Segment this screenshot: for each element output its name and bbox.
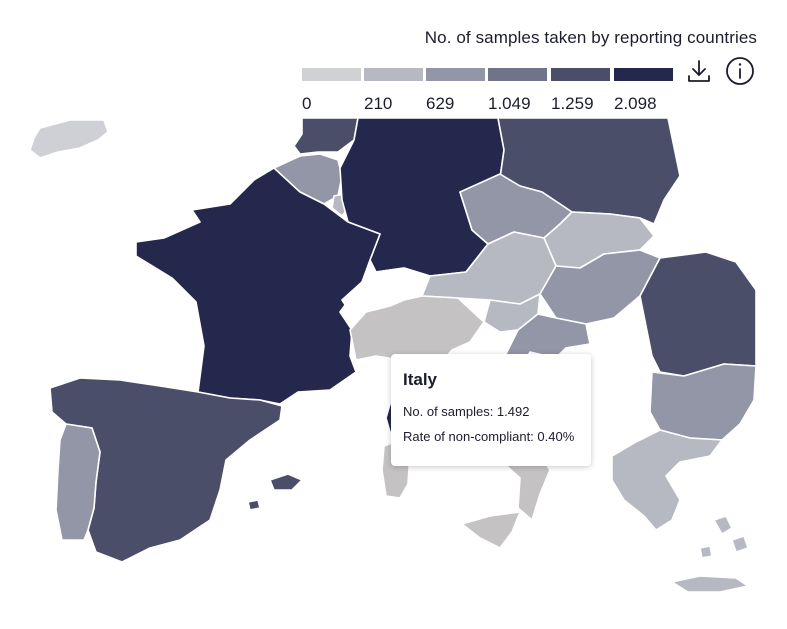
- legend-label-4: 1.049: [488, 94, 531, 113]
- legend-swatch-3[interactable]: [426, 68, 485, 81]
- islands-aegean[interactable]: [699, 515, 749, 559]
- country-romania[interactable]: [639, 251, 757, 377]
- legend-label-6: 2.098: [614, 94, 657, 113]
- legend-swatch-6[interactable]: [614, 68, 673, 81]
- tooltip-rate: Rate of non-compliant: 0.40%: [403, 429, 575, 444]
- island-crete[interactable]: [671, 575, 749, 593]
- legend-label-5: 1.259: [551, 94, 594, 113]
- legend-swatch-4[interactable]: [488, 68, 547, 81]
- legend-title: No. of samples taken by reporting countr…: [424, 28, 757, 47]
- country-france[interactable]: [135, 167, 381, 405]
- legend-swatch-1[interactable]: [302, 68, 361, 81]
- download-icon[interactable]: [684, 56, 714, 86]
- island-sicily[interactable]: [461, 511, 521, 549]
- tooltip-country-name: Italy: [403, 370, 438, 389]
- tooltip-samples: No. of samples: 1.492: [403, 404, 530, 419]
- country-greece[interactable]: [611, 429, 723, 531]
- legend-swatch-2[interactable]: [364, 68, 423, 81]
- country-netherlands[interactable]: [293, 117, 359, 155]
- country-portugal[interactable]: [55, 423, 101, 541]
- country-tooltip: Italy No. of samples: 1.492 Rate of non-…: [391, 354, 591, 466]
- islands-balearic[interactable]: [247, 473, 303, 511]
- country-bulgaria[interactable]: [649, 363, 757, 441]
- info-icon[interactable]: [725, 56, 755, 86]
- legend-label-2: 210: [364, 94, 393, 113]
- legend-swatch-5[interactable]: [551, 68, 610, 81]
- legend-label-3: 629: [426, 94, 455, 113]
- legend-label-1: 0: [302, 94, 312, 113]
- country-ireland[interactable]: [29, 119, 109, 159]
